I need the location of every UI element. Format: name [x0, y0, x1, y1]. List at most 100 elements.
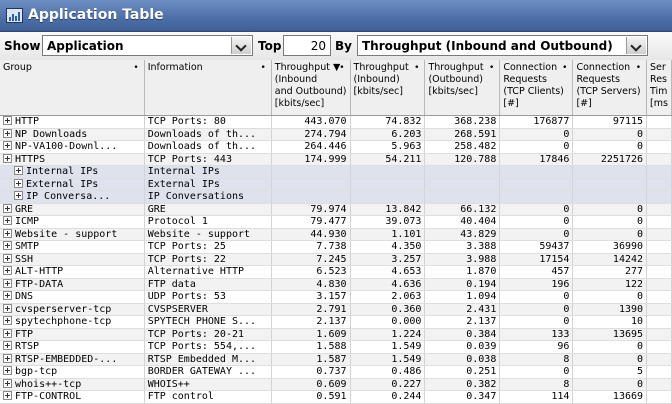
cell-info: TCP Ports: 22 [144, 253, 272, 266]
expand-icon[interactable] [3, 303, 12, 313]
group-label: spytechphone-tcp [15, 316, 112, 328]
expand-icon[interactable] [3, 316, 12, 326]
group-label: IP Conversa... [26, 191, 111, 203]
cell-server-response [646, 353, 672, 366]
table-row[interactable]: NP Downloads Downloads of th... 274.794 6.2… [0, 128, 672, 141]
column-header-line: Requests [503, 74, 547, 85]
group-label: NP Downloads [15, 128, 88, 140]
table-row[interactable]: whois++-tcp WHOIS++ 0.609 0.227 0.382 8 0 [0, 378, 672, 391]
table-row[interactable]: cvsperserver-tcp CVSPSERVER 2.791 0.360 2.43… [0, 303, 672, 316]
cell-server-response [646, 165, 672, 179]
cell-inbound: 4.653 [350, 265, 426, 279]
expand-icon[interactable] [3, 341, 12, 351]
cell-info: SPYTECH PHONE S... [144, 315, 272, 329]
cell-group: ICMP [0, 215, 145, 229]
cell-info: External IPs [144, 178, 272, 191]
table-header-row: Group • Information • Throughput ▼ (Inbound an… [0, 60, 672, 116]
cell-total: 0.591 [271, 390, 351, 404]
expand-icon[interactable] [3, 378, 12, 388]
table-subrow[interactable]: External IPs External IPs [0, 178, 672, 191]
column-header-conn-clients[interactable]: Connection Requests (TCP Clients) [#] • [499, 60, 574, 116]
table-row[interactable]: NP-VA100-Downl... Downloads of th... 264.4… [0, 140, 672, 154]
table-row[interactable]: FTP-CONTROL FTP control 0.591 0.244 0.347 114… [0, 390, 672, 404]
table-row[interactable]: SSH TCP Ports: 22 7.245 3.257 3.988 17154 1424… [0, 253, 672, 266]
expand-icon[interactable] [3, 141, 12, 151]
column-menu-icon[interactable]: • [339, 63, 345, 73]
column-header-server-response[interactable]: Ser Res Tim [ms [646, 60, 672, 116]
table-row[interactable]: SMTP TCP Ports: 25 7.738 4.350 3.388 59437 369… [0, 240, 672, 254]
top-count-input[interactable]: 20 [283, 35, 331, 56]
cell-servers: 0 [572, 228, 648, 241]
cell-clients: 0 [499, 215, 574, 229]
cell-info: Protocol 1 [144, 215, 272, 229]
by-dropdown[interactable]: Throughput (Inbound and Outbound) [357, 35, 648, 56]
cell-server-response [646, 153, 672, 166]
column-header-group[interactable]: Group • [0, 60, 145, 116]
cell-server-response [646, 128, 672, 141]
expand-icon[interactable] [3, 216, 12, 226]
table-row[interactable]: ICMP Protocol 1 79.477 39.073 40.404 0 0 [0, 215, 672, 229]
column-menu-icon[interactable]: • [133, 63, 139, 73]
cell-outbound: 0.194 [424, 278, 501, 291]
table-row[interactable]: HTTP TCP Ports: 80 443.070 74.832 368.238 176… [0, 115, 672, 129]
cell-inbound: 0.000 [350, 315, 426, 329]
table-row[interactable]: FTP TCP Ports: 20-21 1.609 1.224 0.384 133 136… [0, 328, 672, 341]
table-row[interactable]: spytechphone-tcp SPYTECH PHONE S... 2.137 0… [0, 315, 672, 329]
chevron-down-icon[interactable] [626, 37, 646, 54]
column-header-conn-servers[interactable]: Connection Requests (TCP Servers) [#] • [572, 60, 648, 116]
column-header-throughput-inbound[interactable]: Throughput (Inbound) [kbits/sec] • [350, 60, 426, 116]
cell-info: UDP Ports: 53 [144, 290, 272, 304]
expand-icon[interactable] [3, 228, 12, 238]
cell-outbound: 0.382 [424, 378, 501, 391]
show-dropdown[interactable]: Application [42, 35, 253, 56]
cell-total: 44.930 [271, 228, 351, 241]
expand-icon[interactable] [3, 291, 12, 301]
column-menu-icon[interactable]: • [260, 63, 266, 73]
table-row[interactable]: DNS UDP Ports: 53 3.157 2.063 1.094 0 0 [0, 290, 672, 304]
cell-inbound: 1.224 [350, 328, 426, 341]
table-row[interactable]: RTSP TCP Ports: 554,... 1.588 1.549 0.039 96 0 [0, 340, 672, 354]
table-row[interactable]: HTTPS TCP Ports: 443 174.999 54.211 120.788 1… [0, 153, 672, 166]
table-subrow[interactable]: IP Conversa... IP Conversations [0, 190, 672, 204]
expand-icon[interactable] [3, 328, 12, 338]
table-row[interactable]: FTP-DATA FTP data 4.830 4.636 0.194 196 122 [0, 278, 672, 291]
table-row[interactable]: Website - support Website - support 44.930… [0, 228, 672, 241]
expand-icon[interactable] [3, 391, 12, 401]
expand-icon[interactable] [3, 266, 12, 276]
column-header-information[interactable]: Information • [144, 60, 272, 116]
column-menu-icon[interactable]: • [562, 63, 568, 73]
expand-icon[interactable] [3, 203, 12, 213]
expand-icon[interactable] [3, 241, 12, 251]
chevron-down-icon[interactable] [231, 37, 251, 54]
cell-servers: 10 [572, 315, 648, 329]
cell-clients: 8 [499, 353, 574, 366]
cell-clients: 0 [499, 290, 574, 304]
column-menu-icon[interactable]: • [635, 63, 642, 73]
expand-icon[interactable] [14, 178, 23, 188]
expand-icon[interactable] [3, 353, 12, 363]
table-row[interactable]: GRE GRE 79.974 13.842 66.132 0 0 [0, 203, 672, 216]
cell-total: 0.609 [271, 378, 351, 391]
cell-outbound [424, 178, 501, 191]
table-row[interactable]: ALT-HTTP Alternative HTTP 6.523 4.653 1.870 4… [0, 265, 672, 279]
column-header-throughput-total[interactable]: Throughput ▼ (Inbound and Outbound) [kbits/… [271, 60, 351, 116]
expand-icon[interactable] [3, 128, 12, 138]
table-row[interactable]: RTSP-EMBEDDED-... RTSP Embedded M... 1.587… [0, 353, 672, 366]
table-row[interactable]: bgp-tcp BORDER GATEWAY ... 0.737 0.486 0.251… [0, 365, 672, 379]
expand-icon[interactable] [14, 191, 23, 201]
expand-icon[interactable] [3, 116, 12, 126]
expand-icon[interactable] [3, 366, 12, 376]
cell-server-response [646, 365, 672, 379]
column-menu-icon[interactable]: • [414, 63, 420, 73]
expand-icon[interactable] [14, 166, 23, 176]
table-subrow[interactable]: Internal IPs Internal IPs [0, 165, 672, 179]
column-menu-icon[interactable]: • [489, 63, 495, 73]
expand-icon[interactable] [3, 253, 12, 263]
expand-icon[interactable] [3, 153, 12, 163]
cell-outbound: 258.482 [424, 140, 501, 154]
column-header-line: (Inbound) [353, 74, 400, 85]
expand-icon[interactable] [3, 278, 12, 288]
column-header-throughput-outbound[interactable]: Throughput (Outbound) [kbits/sec] • [424, 60, 501, 116]
show-dropdown-value: Application [47, 39, 124, 53]
column-header-line: Throughput [353, 62, 409, 73]
